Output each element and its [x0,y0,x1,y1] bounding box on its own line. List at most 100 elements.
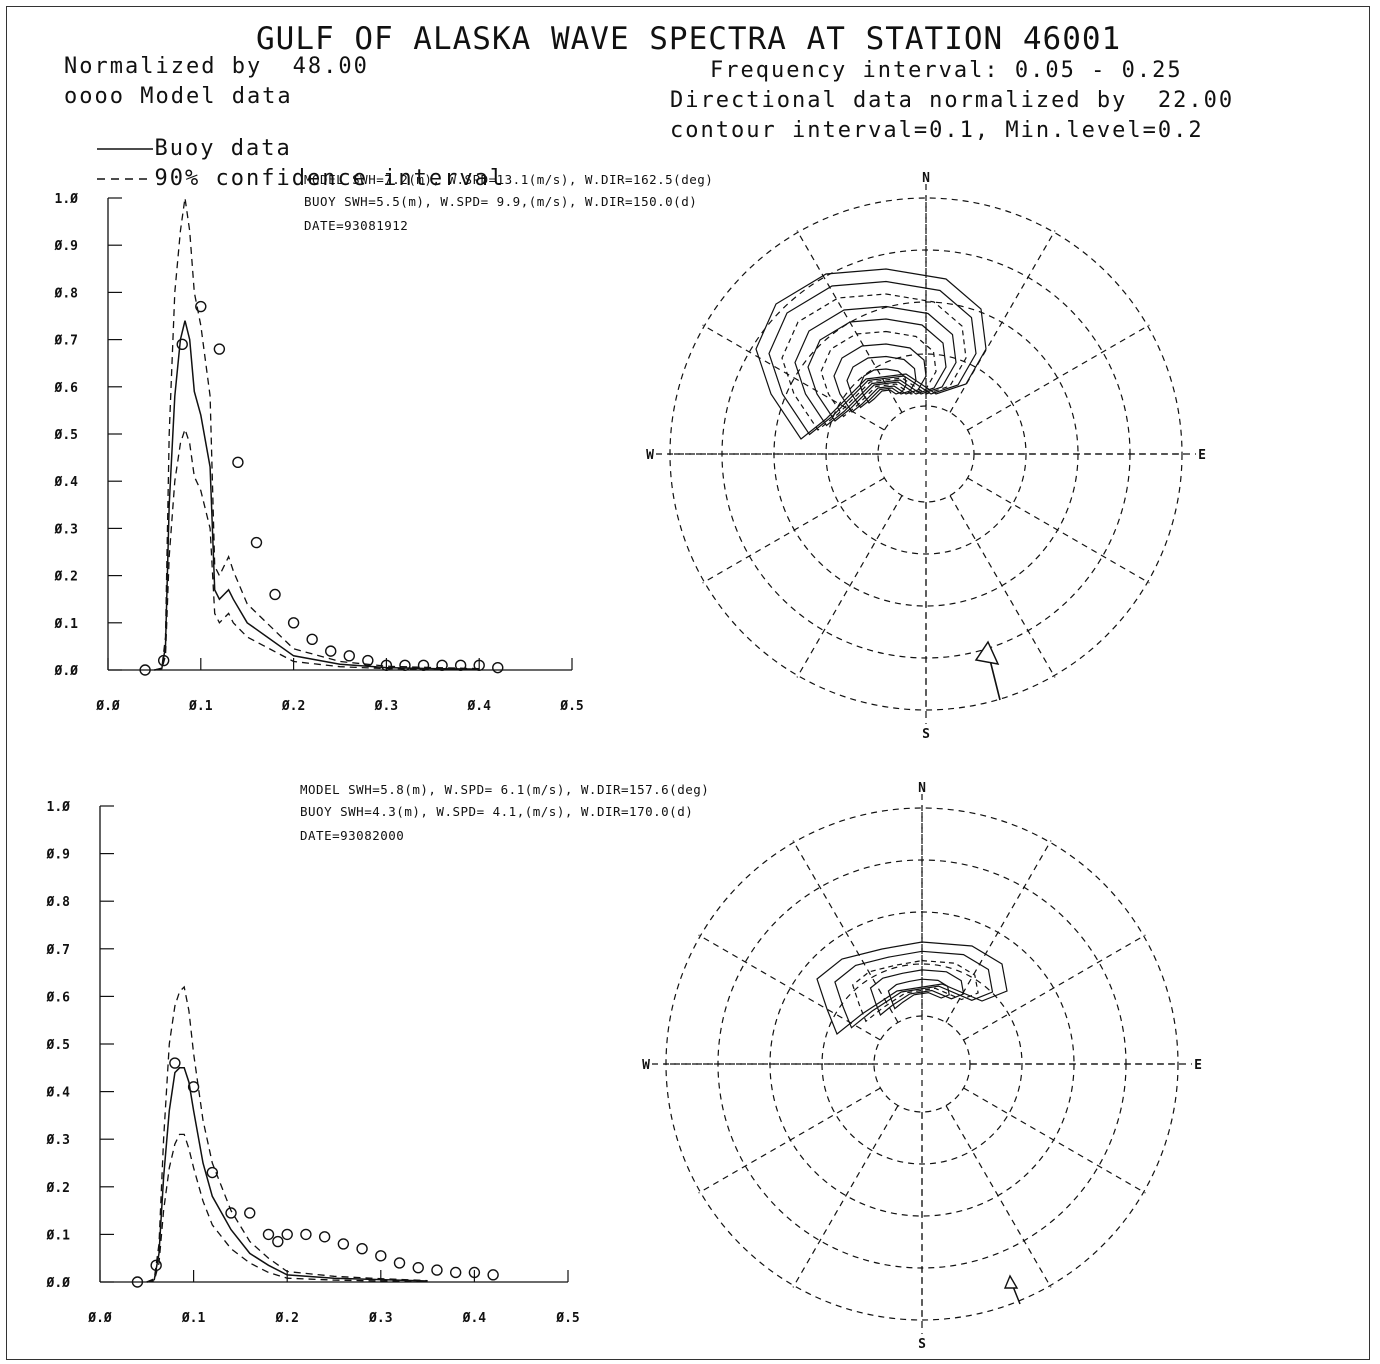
model-point [356,1242,368,1255]
compass-w-label: W [642,1058,650,1073]
model-point [250,536,263,549]
model-point [195,300,207,313]
contour-line [833,343,927,413]
panel2-buoy-line: BUOY SWH=4.3(m), W.SPD= 4.1,(m/s), W.DIR… [300,804,694,819]
compass-e-label: E [1194,1058,1202,1073]
legend-buoy-row: Buoy data [64,116,292,160]
polar-spoke [698,934,881,1041]
contour-line [859,368,907,404]
model-point [468,1266,481,1279]
buoy-line [146,1067,428,1283]
model-point [436,659,448,671]
model-point [139,664,151,676]
contour-line [768,280,977,436]
model-point [454,659,467,671]
contour-line [820,330,937,418]
panel1-buoy-line: BUOY SWH=5.5(m), W.SPD= 9.9,(m/s), W.DIR… [304,194,698,209]
compass-s-label: S [918,1337,926,1352]
ci-lower-line [154,427,480,671]
model-point [150,1259,162,1272]
contour-line [781,293,967,431]
y-tick-label: Ø.5 [54,428,78,443]
x-tick-label: Ø.2 [281,699,305,714]
solid-line-icon [96,148,153,150]
model-point [225,1207,237,1219]
y-tick-label: Ø.7 [46,943,70,958]
model-point [343,650,355,662]
model-point [232,456,244,469]
polar-spoke [698,1087,881,1194]
panel2-date: DATE=93082000 [300,828,405,843]
y-tick-label: Ø.8 [54,286,79,301]
model-point [206,1166,219,1179]
model-point [281,1228,293,1241]
model-point [176,338,188,351]
directional-contours [816,941,1008,1035]
panel1-model-line: MODEL SWH=7.2(m), W.SPD=13.1(m/s), W.DIR… [304,172,714,187]
contour-line [755,268,987,440]
y-tick-label: 1.Ø [47,800,71,815]
x-tick-label: Ø.Ø [87,1311,112,1326]
x-tick-label: Ø.4 [462,1311,487,1326]
model-point [272,1235,284,1248]
contour-line [807,318,947,422]
model-point [380,659,393,671]
model-point [262,1228,275,1241]
contour-line [794,305,957,427]
model-point [375,1250,387,1262]
polar-spoke [949,495,1056,678]
polar-spoke [967,324,1150,431]
wind-arrow-head [1003,1274,1019,1289]
normalized-by-label: Normalized by 48.00 [64,54,369,79]
polar-spoke [796,495,903,678]
legend-model: oooo Model data [64,84,293,109]
compass-s-label: S [922,727,930,742]
polar-spoke [949,230,1056,413]
polar-spoke [967,477,1150,584]
contour-line [887,978,950,1010]
model-point [213,343,226,355]
model-point [362,654,374,667]
spectrum-chart-2: Ø.Ø Ø.1 Ø.2 Ø.3 Ø.4 Ø.5 Ø.6 Ø.7 Ø.8 Ø.9 1.Ø Ø.Ø Ø.1 Ø… [46,800,580,1326]
model-point [325,645,337,657]
model-point [157,654,170,667]
model-point [300,1228,312,1241]
dashed-line-icon [96,178,153,180]
spectrum-chart-1: Ø.Ø Ø.1 Ø.2 Ø.3 Ø.4 Ø.5 Ø.6 Ø.7 Ø.8 Ø.9 1.Ø Ø.Ø Ø.1 Ø… [54,192,584,714]
y-tick-label: Ø.9 [46,848,70,863]
model-point [287,617,300,629]
x-tick-label: Ø.1 [188,699,213,714]
ci-lower-line [146,1133,428,1283]
contour-line [846,355,917,409]
y-tick-label: Ø.6 [54,381,79,396]
legend-buoy: Buoy data [154,136,292,161]
model-point [187,1081,200,1093]
model-point [412,1262,424,1274]
y-tick-label: Ø.1 [46,1228,71,1243]
y-tick-label: Ø.3 [54,522,78,537]
model-point [169,1057,181,1069]
model-point [473,659,485,671]
y-tick-label: 1.Ø [55,192,79,207]
figure-title: GULF OF ALASKA WAVE SPECTRA AT STATION 4… [256,21,1122,57]
model-point [269,588,281,601]
compass-n-label: N [918,781,926,796]
directional-contours [755,268,987,440]
polar-spoke [702,324,885,431]
y-tick-label: Ø.4 [54,475,79,490]
legend-ci-row: 90% confidence interval [64,146,505,190]
ci-upper-line [154,197,480,671]
polar-spoke [702,477,885,584]
contour-line [851,959,979,1023]
compass-n-label: N [922,171,930,186]
y-tick-label: Ø.9 [54,239,78,254]
model-point [337,1238,350,1250]
contour-line [834,950,994,1029]
y-tick-label: Ø.6 [46,990,71,1005]
y-tick-label: Ø.2 [54,570,78,585]
y-tick-label: Ø.3 [46,1133,70,1148]
model-point [487,1269,499,1281]
polar-spoke [792,1105,899,1288]
y-tick-label: Ø.Ø [46,1276,71,1291]
